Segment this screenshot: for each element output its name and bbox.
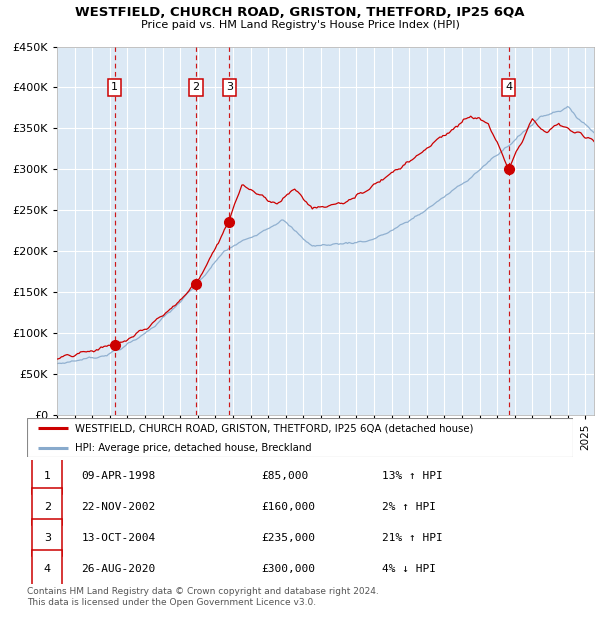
Text: 2% ↑ HPI: 2% ↑ HPI xyxy=(382,502,436,512)
Text: £160,000: £160,000 xyxy=(262,502,316,512)
Text: 2: 2 xyxy=(193,82,199,92)
Text: 3: 3 xyxy=(226,82,233,92)
Text: Contains HM Land Registry data © Crown copyright and database right 2024.
This d: Contains HM Land Registry data © Crown c… xyxy=(27,587,379,606)
Text: WESTFIELD, CHURCH ROAD, GRISTON, THETFORD, IP25 6QA: WESTFIELD, CHURCH ROAD, GRISTON, THETFOR… xyxy=(75,6,525,19)
FancyBboxPatch shape xyxy=(32,457,62,494)
Text: 4: 4 xyxy=(505,82,512,92)
Text: WESTFIELD, CHURCH ROAD, GRISTON, THETFORD, IP25 6QA (detached house): WESTFIELD, CHURCH ROAD, GRISTON, THETFOR… xyxy=(75,423,473,433)
Text: 21% ↑ HPI: 21% ↑ HPI xyxy=(382,533,443,542)
Text: 13-OCT-2004: 13-OCT-2004 xyxy=(82,533,156,542)
Text: 26-AUG-2020: 26-AUG-2020 xyxy=(82,564,156,574)
Text: £300,000: £300,000 xyxy=(262,564,316,574)
Text: HPI: Average price, detached house, Breckland: HPI: Average price, detached house, Brec… xyxy=(75,443,311,453)
Text: 22-NOV-2002: 22-NOV-2002 xyxy=(82,502,156,512)
Text: 4% ↓ HPI: 4% ↓ HPI xyxy=(382,564,436,574)
Text: Price paid vs. HM Land Registry's House Price Index (HPI): Price paid vs. HM Land Registry's House … xyxy=(140,20,460,30)
Text: 09-APR-1998: 09-APR-1998 xyxy=(82,471,156,480)
Text: £235,000: £235,000 xyxy=(262,533,316,542)
FancyBboxPatch shape xyxy=(32,550,62,587)
Text: 2: 2 xyxy=(44,502,51,512)
Text: 4: 4 xyxy=(44,564,51,574)
Text: 1: 1 xyxy=(111,82,118,92)
Text: 3: 3 xyxy=(44,533,51,542)
FancyBboxPatch shape xyxy=(32,488,62,525)
Text: 13% ↑ HPI: 13% ↑ HPI xyxy=(382,471,443,480)
Text: £85,000: £85,000 xyxy=(262,471,309,480)
FancyBboxPatch shape xyxy=(32,519,62,556)
Text: 1: 1 xyxy=(44,471,51,480)
